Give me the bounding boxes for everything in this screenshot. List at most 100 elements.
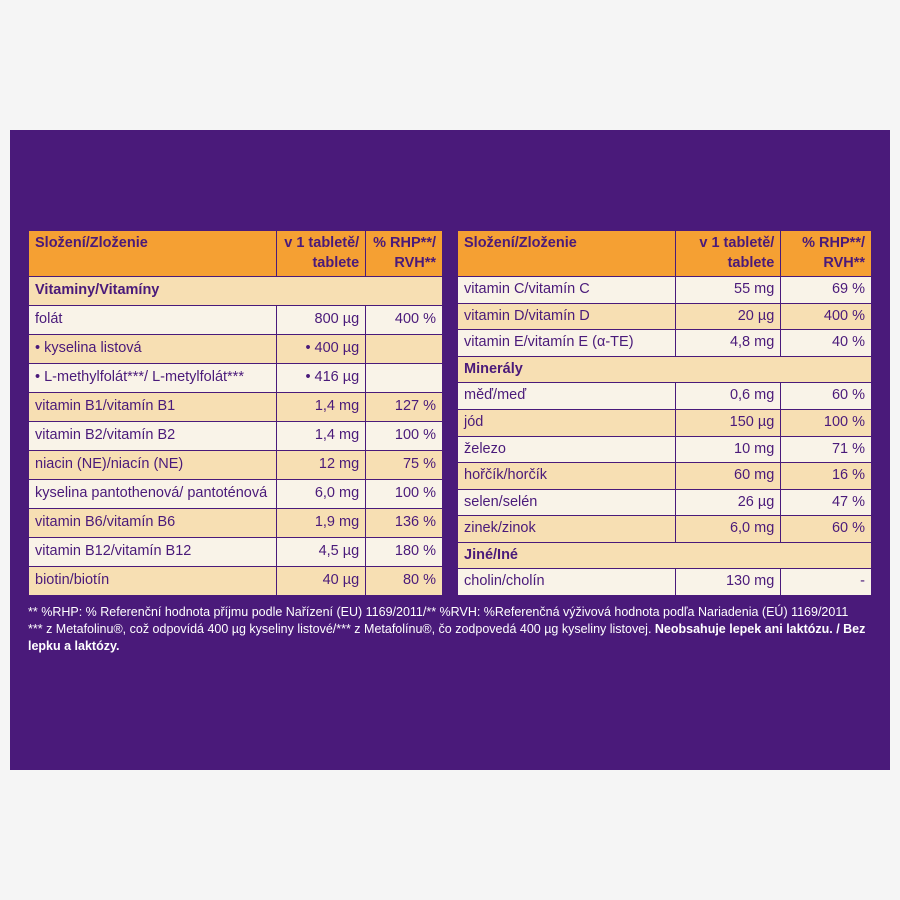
table-row: cholin/cholín130 mg- [458,569,872,596]
nutrient-amount: 40 µg [277,566,366,595]
nutrient-amount: • 416 µg [277,364,366,393]
nutrient-name: • kyselina listová [29,335,277,364]
col-rhp: % RHP**/ RVH** [781,231,872,277]
col-composition: Složení/Zloženie [29,231,277,277]
footnote-metafolin: *** z Metafolinu®, což odpovídá 400 µg k… [28,621,872,655]
table-row: biotin/biotín40 µg80 % [29,566,443,595]
nutrient-pct: 136 % [366,508,443,537]
section-label: Minerály [458,356,872,383]
nutrient-pct: 400 % [366,306,443,335]
table-row: niacin (NE)/niacín (NE)12 mg75 % [29,450,443,479]
nutrient-name: jód [458,409,676,436]
table-row: vitamin B6/vitamín B61,9 mg136 % [29,508,443,537]
table-row: vitamin B12/vitamín B124,5 µg180 % [29,537,443,566]
section-row: Vitaminy/Vitamíny [29,277,443,306]
footnotes: ** %RHP: % Referenční hodnota příjmu pod… [28,604,872,655]
nutrient-amount: 0,6 mg [676,383,781,410]
col-rhp: % RHP**/ RVH** [366,231,443,277]
nutrient-amount: 1,4 mg [277,421,366,450]
nutrient-pct: 69 % [781,277,872,304]
nutrient-name: vitamin B6/vitamín B6 [29,508,277,537]
nutrient-pct: 60 % [781,516,872,543]
nutrient-pct: 16 % [781,463,872,490]
nutrient-amount: 55 mg [676,277,781,304]
table-row: vitamin E/vitamín E (α-TE)4,8 mg40 % [458,330,872,357]
nutrient-pct [366,335,443,364]
nutrient-pct: 100 % [366,421,443,450]
table-row: • L-methylfolát***/ L-metylfolát***• 416… [29,364,443,393]
table-row: vitamin B2/vitamín B21,4 mg100 % [29,421,443,450]
tables-container: Složení/Zloženie v 1 tabletě/ tablete % … [28,230,872,596]
table-row: kyselina pantothenová/ pantoténová6,0 mg… [29,479,443,508]
nutrient-amount: 1,4 mg [277,393,366,422]
nutrient-pct: 75 % [366,450,443,479]
nutrient-name: cholin/cholín [458,569,676,596]
nutrient-amount: 150 µg [676,409,781,436]
nutrient-name: kyselina pantothenová/ pantoténová [29,479,277,508]
nutrient-pct: 180 % [366,537,443,566]
nutrient-amount: 4,8 mg [676,330,781,357]
nutrient-pct: 47 % [781,489,872,516]
nutrition-table-right: Složení/Zloženie v 1 tabletě/ tablete % … [457,230,872,596]
nutrient-pct: - [781,569,872,596]
nutrient-name: biotin/biotín [29,566,277,595]
table-row: železo10 mg71 % [458,436,872,463]
nutrient-pct: 400 % [781,303,872,330]
nutrient-amount: 6,0 mg [676,516,781,543]
nutrient-amount: 12 mg [277,450,366,479]
section-row: Jiné/Iné [458,542,872,569]
col-composition: Složení/Zloženie [458,231,676,277]
nutrient-pct: 100 % [781,409,872,436]
nutrient-amount: 130 mg [676,569,781,596]
nutrient-pct: 71 % [781,436,872,463]
nutrient-amount: 6,0 mg [277,479,366,508]
nutrient-name: folát [29,306,277,335]
section-label: Vitaminy/Vitamíny [29,277,443,306]
table-row: vitamin C/vitamín C55 mg69 % [458,277,872,304]
table-row: • kyselina listová• 400 µg [29,335,443,364]
table-row: jód150 µg100 % [458,409,872,436]
right-tbody: vitamin C/vitamín C55 mg69 %vitamin D/vi… [458,277,872,596]
nutrient-name: selen/selén [458,489,676,516]
table-header-row: Složení/Zloženie v 1 tabletě/ tablete % … [29,231,443,277]
nutrient-name: niacin (NE)/niacín (NE) [29,450,277,479]
nutrient-name: měď/meď [458,383,676,410]
nutrient-name: zinek/zinok [458,516,676,543]
nutrient-pct [366,364,443,393]
nutrient-pct: 60 % [781,383,872,410]
nutrient-amount: 60 mg [676,463,781,490]
nutrient-amount: 10 mg [676,436,781,463]
footnote-rhp: ** %RHP: % Referenční hodnota příjmu pod… [28,604,872,621]
nutrient-amount: 800 µg [277,306,366,335]
nutrient-amount: 20 µg [676,303,781,330]
nutrient-amount: 4,5 µg [277,537,366,566]
nutrient-amount: 1,9 mg [277,508,366,537]
section-label: Jiné/Iné [458,542,872,569]
col-per-tablet: v 1 tabletě/ tablete [676,231,781,277]
table-row: vitamin D/vitamín D20 µg400 % [458,303,872,330]
col-per-tablet: v 1 tabletě/ tablete [277,231,366,277]
nutrient-pct: 40 % [781,330,872,357]
nutrient-name: vitamin D/vitamín D [458,303,676,330]
table-row: hořčík/horčík60 mg16 % [458,463,872,490]
table-row: zinek/zinok6,0 mg60 % [458,516,872,543]
nutrient-name: železo [458,436,676,463]
nutrient-name: • L-methylfolát***/ L-metylfolát*** [29,364,277,393]
table-row: měď/meď0,6 mg60 % [458,383,872,410]
nutrient-name: vitamin B1/vitamín B1 [29,393,277,422]
nutrient-amount: 26 µg [676,489,781,516]
nutrient-amount: • 400 µg [277,335,366,364]
section-row: Minerály [458,356,872,383]
table-row: vitamin B1/vitamín B11,4 mg127 % [29,393,443,422]
nutrient-name: vitamin B2/vitamín B2 [29,421,277,450]
nutrient-pct: 80 % [366,566,443,595]
nutrient-name: vitamin C/vitamín C [458,277,676,304]
table-row: folát800 µg400 % [29,306,443,335]
nutrient-name: vitamin B12/vitamín B12 [29,537,277,566]
nutrition-table-left: Složení/Zloženie v 1 tabletě/ tablete % … [28,230,443,596]
table-header-row: Složení/Zloženie v 1 tabletě/ tablete % … [458,231,872,277]
table-row: selen/selén26 µg47 % [458,489,872,516]
nutrient-name: vitamin E/vitamín E (α-TE) [458,330,676,357]
left-tbody: Vitaminy/Vitamínyfolát800 µg400 %• kysel… [29,277,443,596]
nutrient-pct: 127 % [366,393,443,422]
